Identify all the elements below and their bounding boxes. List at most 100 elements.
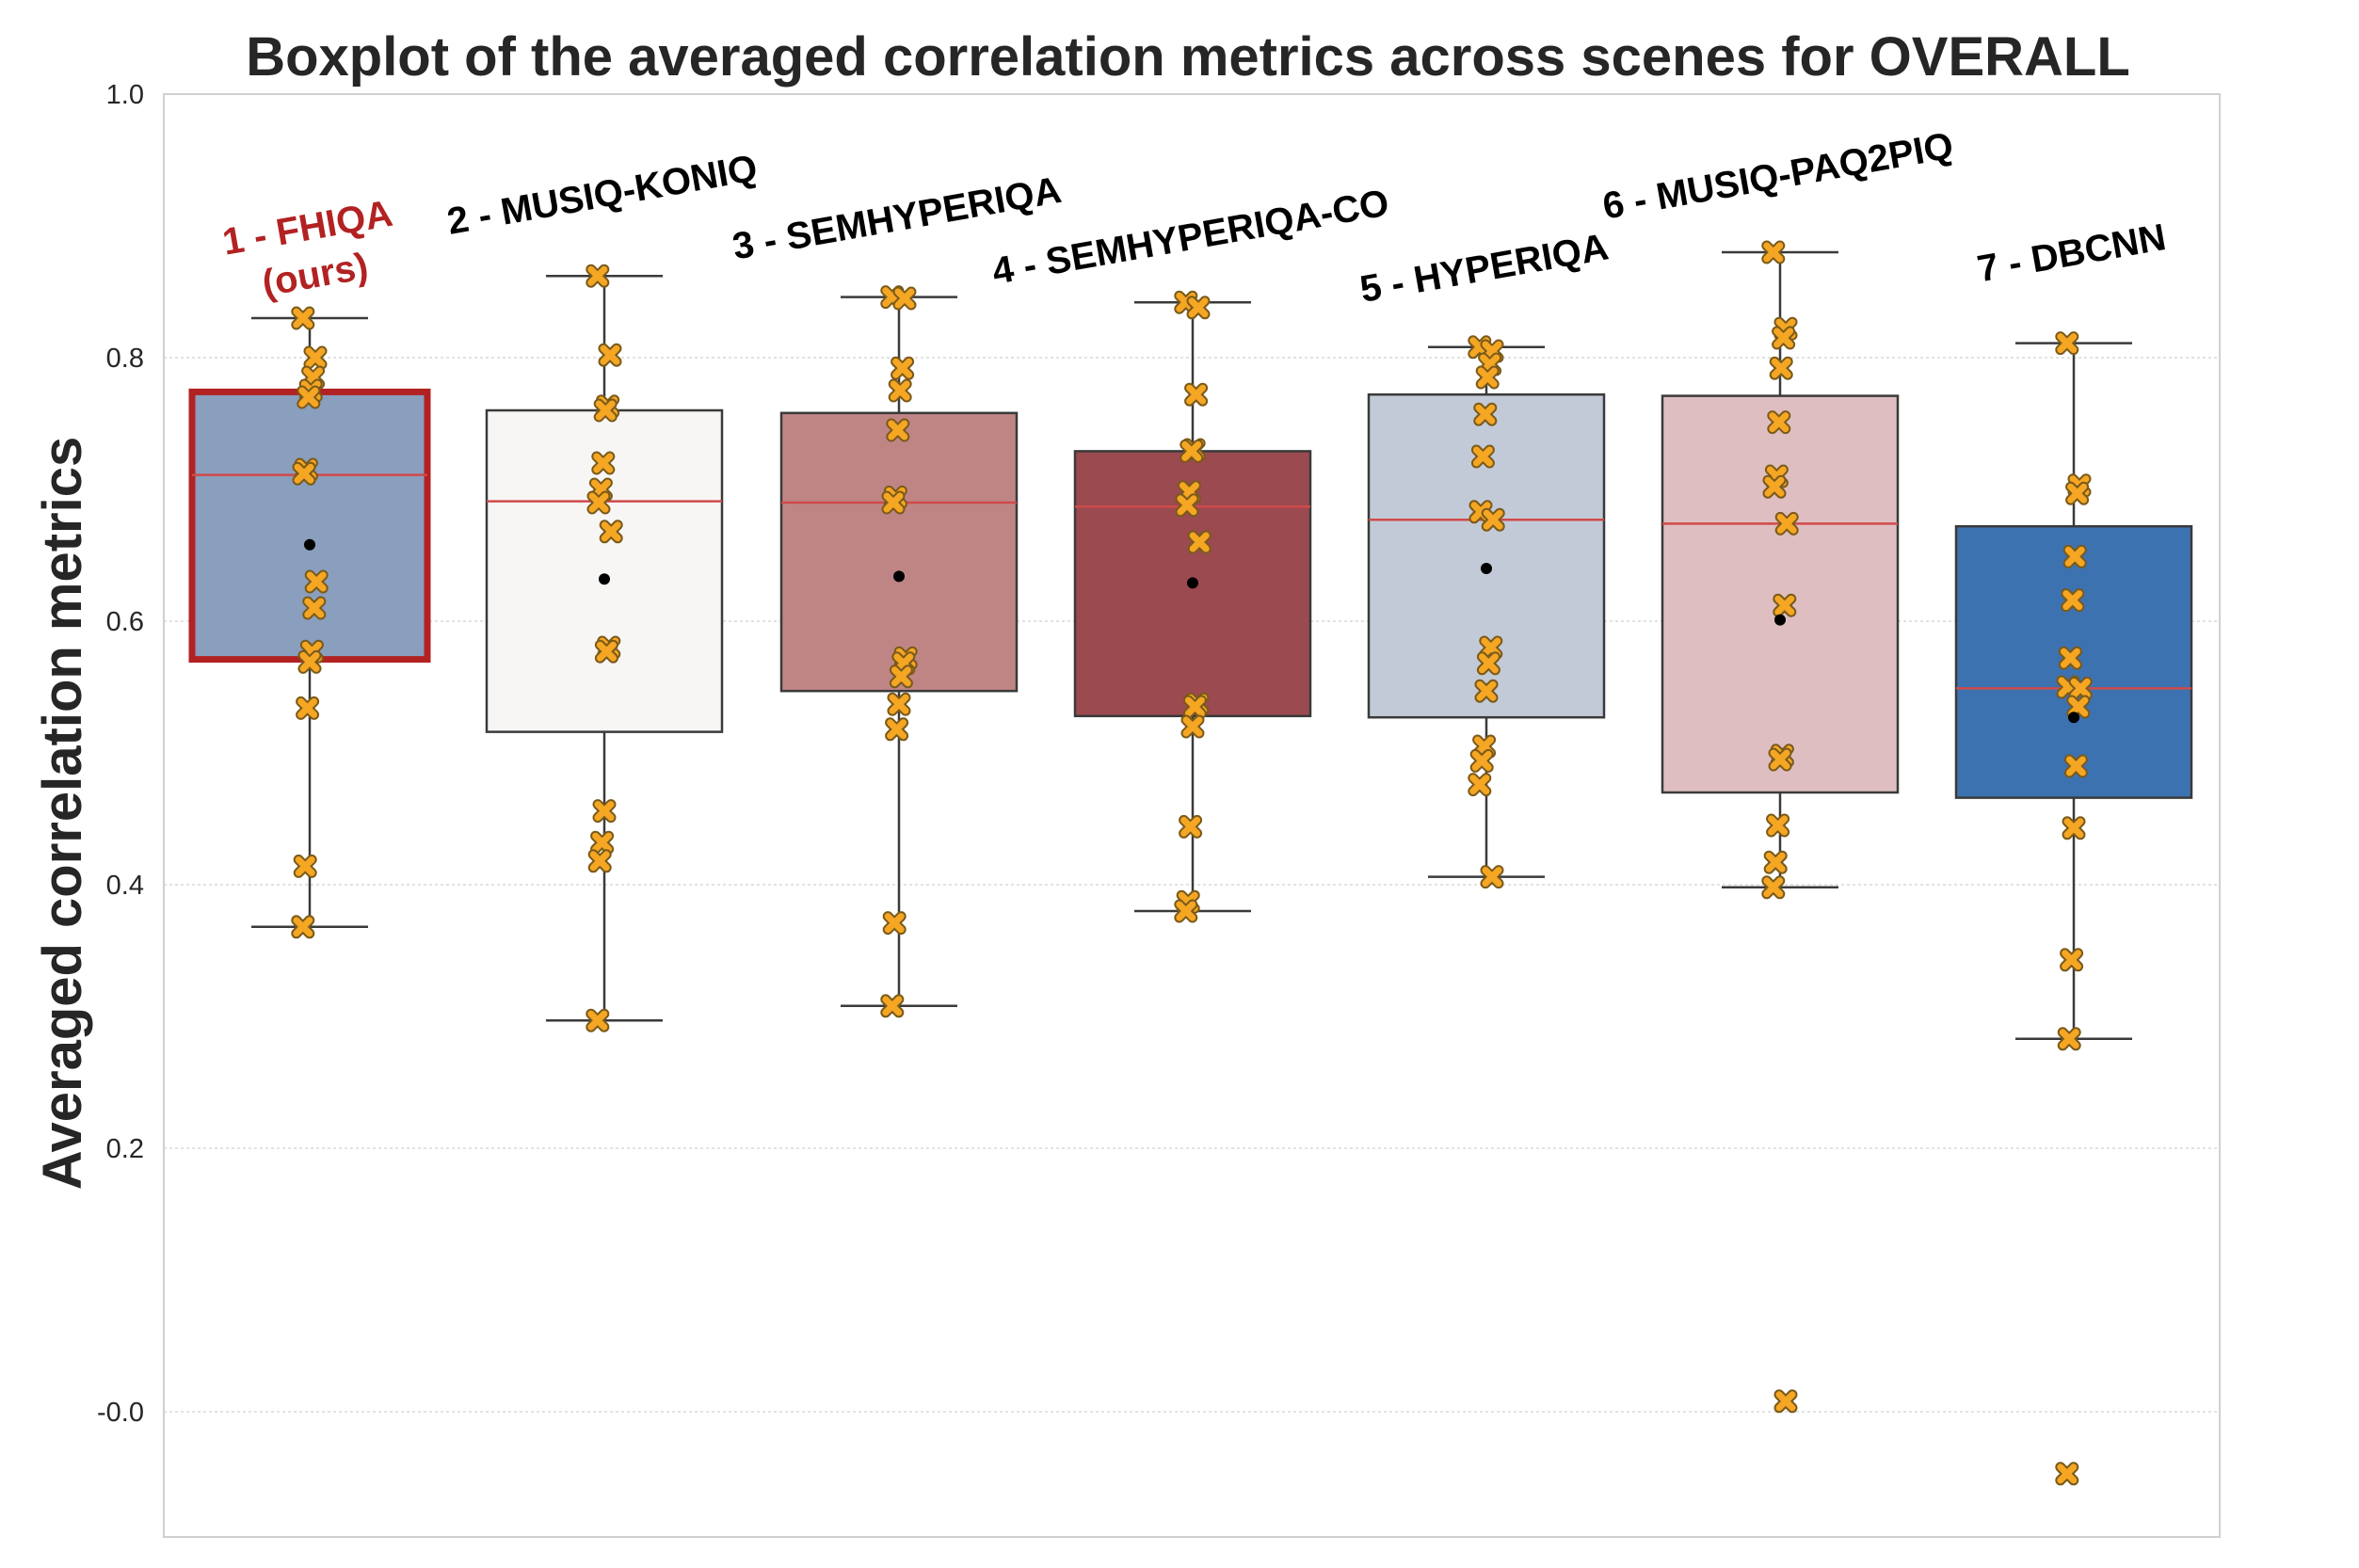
plot-area-frame xyxy=(163,93,2221,1538)
box-group xyxy=(1367,335,1606,889)
point-marker xyxy=(2070,678,2091,698)
point-marker xyxy=(890,380,910,401)
point-marker xyxy=(294,463,314,484)
mean-marker xyxy=(304,538,315,551)
point-marker xyxy=(2062,590,2083,611)
point-marker xyxy=(882,996,903,1016)
point-marker xyxy=(592,832,613,853)
point-marker xyxy=(1770,749,1790,770)
point-marker xyxy=(1176,901,1196,921)
y-axis-label: Averaged correlation metrics xyxy=(32,437,93,1191)
point-marker xyxy=(595,400,616,421)
point-marker xyxy=(1776,513,1797,534)
point-marker xyxy=(1469,775,1490,795)
point-marker xyxy=(888,420,908,440)
data-points xyxy=(586,264,623,1032)
mean-marker xyxy=(599,573,610,585)
point-marker xyxy=(1764,476,1785,497)
point-marker xyxy=(298,387,319,408)
point-marker xyxy=(1769,412,1789,433)
y-tick-label: 0.8 xyxy=(106,344,144,374)
point-marker xyxy=(884,913,905,934)
point-marker xyxy=(1472,446,1493,467)
point-marker xyxy=(1478,653,1499,674)
mean-marker xyxy=(1187,577,1198,589)
point-marker xyxy=(1476,680,1497,701)
y-tick-label: 1.0 xyxy=(106,80,144,110)
mean-marker xyxy=(893,570,905,583)
point-marker xyxy=(892,358,913,378)
mean-marker xyxy=(1774,614,1786,626)
point-marker xyxy=(2064,546,2085,567)
point-marker xyxy=(293,917,313,937)
point-marker xyxy=(1177,495,1197,516)
chart-title: Boxplot of the averaged correlation metr… xyxy=(246,26,2130,88)
point-marker xyxy=(1475,404,1496,424)
point-marker xyxy=(1483,509,1503,530)
point-marker xyxy=(1180,816,1201,837)
data-points xyxy=(2055,331,2093,1486)
point-marker xyxy=(593,453,614,473)
mean-marker xyxy=(2068,712,2079,724)
box-group xyxy=(1661,240,1900,1414)
point-marker xyxy=(889,694,909,714)
point-marker xyxy=(600,344,620,365)
point-marker xyxy=(304,598,325,618)
point-marker xyxy=(2063,818,2084,839)
point-marker xyxy=(1774,595,1795,616)
point-marker xyxy=(1184,696,1205,717)
mean-marker xyxy=(1481,563,1492,574)
point-marker xyxy=(596,641,617,662)
point-marker xyxy=(1188,297,1209,318)
point-marker xyxy=(1181,440,1202,461)
box-iqr xyxy=(779,411,1019,693)
point-marker xyxy=(295,856,315,876)
box-group xyxy=(779,285,1019,1018)
data-points xyxy=(1468,335,1505,889)
point-marker xyxy=(601,521,621,542)
point-marker xyxy=(589,851,610,872)
box-group xyxy=(485,264,724,1032)
point-marker xyxy=(2067,483,2088,504)
box-group xyxy=(1073,290,1312,923)
point-marker xyxy=(891,666,911,687)
point-marker xyxy=(587,265,608,286)
boxes-layer xyxy=(188,240,2193,1486)
point-marker xyxy=(2060,648,2080,668)
point-marker xyxy=(1471,750,1492,771)
point-marker xyxy=(293,308,313,328)
point-marker xyxy=(1189,532,1210,552)
point-marker xyxy=(594,801,615,822)
y-tick-label: 0.6 xyxy=(106,607,144,637)
data-points xyxy=(291,306,329,939)
point-marker xyxy=(2062,950,2082,970)
point-marker xyxy=(299,651,320,672)
point-marker xyxy=(887,719,907,740)
box-group xyxy=(1954,331,2193,1486)
point-marker xyxy=(1182,716,1203,737)
point-marker xyxy=(2065,756,2086,776)
y-axis-ticks: -0.0 0.2 0.4 0.6 0.8 1.0 xyxy=(97,80,144,1428)
point-marker xyxy=(2059,1029,2079,1049)
point-marker xyxy=(1768,815,1789,836)
point-marker xyxy=(1771,358,1791,378)
point-marker xyxy=(2057,333,2078,354)
point-marker xyxy=(1186,384,1207,405)
y-tick-label: 0.2 xyxy=(106,1134,144,1164)
point-marker xyxy=(894,288,915,309)
data-points xyxy=(1761,240,1799,1414)
point-marker xyxy=(1773,328,1794,348)
point-marker xyxy=(883,492,904,513)
point-marker xyxy=(1477,367,1498,388)
data-points xyxy=(880,285,918,1018)
data-points xyxy=(1174,290,1212,923)
point-marker xyxy=(305,347,326,368)
point-marker xyxy=(1763,242,1784,263)
point-marker xyxy=(1482,867,1502,888)
y-tick-label: -0.0 xyxy=(97,1398,144,1428)
box-group xyxy=(188,306,431,939)
point-marker xyxy=(1775,1391,1796,1412)
point-marker xyxy=(306,571,327,592)
point-marker xyxy=(1763,877,1784,898)
